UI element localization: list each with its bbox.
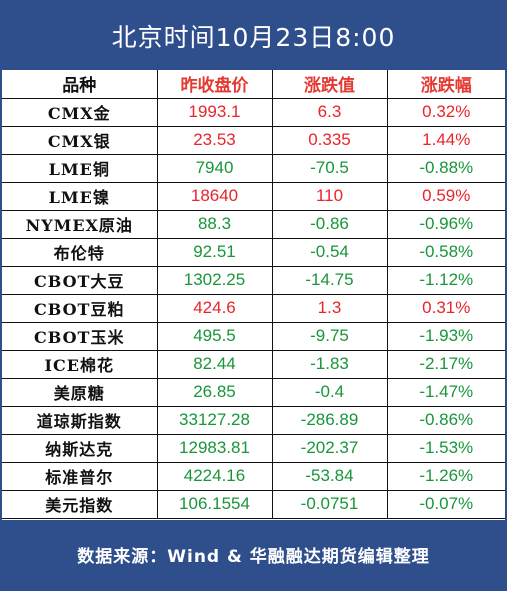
change-value: -286.89	[272, 406, 388, 435]
table-row: LME铜 7940 -70.5 -0.88%	[2, 154, 505, 183]
variety-name: ICE棉花	[2, 350, 158, 379]
prev-close-value: 1302.25	[157, 266, 273, 295]
variety-name: CBOT豆粕	[2, 294, 158, 323]
change-value: -202.37	[272, 434, 388, 463]
market-table: 品种 昨收盘价 涨跌值 涨跌幅 CMX金 1993.1 6.3 0.32% CMX银 23…	[2, 70, 505, 519]
column-header-change-pct: 涨跌幅	[387, 70, 505, 99]
change-pct-value: -0.86%	[387, 406, 505, 435]
change-value: -0.86	[272, 210, 388, 239]
prev-close-value: 26.85	[157, 378, 273, 407]
table-row: 布伦特 92.51 -0.54 -0.58%	[2, 238, 505, 267]
change-pct-value: -0.58%	[387, 238, 505, 267]
change-pct-value: 0.32%	[387, 98, 505, 127]
prev-close-value: 424.6	[157, 294, 273, 323]
variety-name: NYMEX原油	[2, 210, 158, 239]
change-value: 1.3	[272, 294, 388, 323]
prev-close-value: 88.3	[157, 210, 273, 239]
change-value: -1.83	[272, 350, 388, 379]
change-pct-value: 0.31%	[387, 294, 505, 323]
variety-name: LME镍	[2, 182, 158, 211]
change-value: 0.335	[272, 126, 388, 155]
change-value: 110	[272, 182, 388, 211]
table-row: 纳斯达克 12983.81 -202.37 -1.53%	[2, 434, 505, 463]
prev-close-value: 7940	[157, 154, 273, 183]
table-row: NYMEX原油 88.3 -0.86 -0.96%	[2, 210, 505, 239]
prev-close-value: 4224.16	[157, 462, 273, 491]
variety-name: 标准普尔	[2, 462, 158, 491]
table-row: CMX银 23.53 0.335 1.44%	[2, 126, 505, 155]
change-pct-value: -1.93%	[387, 322, 505, 351]
prev-close-value: 106.1554	[157, 490, 273, 519]
prev-close-value: 1993.1	[157, 98, 273, 127]
prev-close-value: 92.51	[157, 238, 273, 267]
table-row: CMX金 1993.1 6.3 0.32%	[2, 98, 505, 127]
variety-name: 布伦特	[2, 238, 158, 267]
change-pct-value: -2.17%	[387, 350, 505, 379]
change-pct-value: -0.96%	[387, 210, 505, 239]
table-row: ICE棉花 82.44 -1.83 -2.17%	[2, 350, 505, 379]
variety-name: CMX银	[2, 126, 158, 155]
change-pct-value: -1.12%	[387, 266, 505, 295]
change-value: -70.5	[272, 154, 388, 183]
change-value: -0.54	[272, 238, 388, 267]
prev-close-value: 12983.81	[157, 434, 273, 463]
change-value: -0.0751	[272, 490, 388, 519]
table-header-row: 品种 昨收盘价 涨跌值 涨跌幅	[2, 70, 505, 99]
table-row: 美元指数 106.1554 -0.0751 -0.07%	[2, 490, 505, 519]
table-row: CBOT玉米 495.5 -9.75 -1.93%	[2, 322, 505, 351]
column-header-variety: 品种	[2, 70, 158, 99]
change-pct-value: -1.47%	[387, 378, 505, 407]
prev-close-value: 33127.28	[157, 406, 273, 435]
change-pct-value: -1.53%	[387, 434, 505, 463]
change-value: -14.75	[272, 266, 388, 295]
variety-name: LME铜	[2, 154, 158, 183]
change-pct-value: -1.26%	[387, 462, 505, 491]
table-row: LME镍 18640 110 0.59%	[2, 182, 505, 211]
variety-name: CBOT玉米	[2, 322, 158, 351]
change-pct-value: -0.88%	[387, 154, 505, 183]
change-value: 6.3	[272, 98, 388, 127]
column-header-prev-close: 昨收盘价	[157, 70, 273, 99]
change-pct-value: -0.07%	[387, 490, 505, 519]
variety-name: 美元指数	[2, 490, 158, 519]
table-row: 标准普尔 4224.16 -53.84 -1.26%	[2, 462, 505, 491]
change-value: -53.84	[272, 462, 388, 491]
change-value: -0.4	[272, 378, 388, 407]
prev-close-value: 23.53	[157, 126, 273, 155]
column-header-change: 涨跌值	[272, 70, 388, 99]
table-row: CBOT大豆 1302.25 -14.75 -1.12%	[2, 266, 505, 295]
variety-name: CBOT大豆	[2, 266, 158, 295]
table-row: 美原糖 26.85 -0.4 -1.47%	[2, 378, 505, 407]
source-footer: 数据来源：Wind & 华融融达期货编辑整理	[2, 520, 505, 589]
variety-name: 纳斯达克	[2, 434, 158, 463]
table-row: 道琼斯指数 33127.28 -286.89 -0.86%	[2, 406, 505, 435]
change-value: -9.75	[272, 322, 388, 351]
variety-name: 道琼斯指数	[2, 406, 158, 435]
page-title: 北京时间10月23日8:00	[2, 2, 505, 70]
prev-close-value: 18640	[157, 182, 273, 211]
change-pct-value: 1.44%	[387, 126, 505, 155]
prev-close-value: 495.5	[157, 322, 273, 351]
table-row: CBOT豆粕 424.6 1.3 0.31%	[2, 294, 505, 323]
variety-name: 美原糖	[2, 378, 158, 407]
change-pct-value: 0.59%	[387, 182, 505, 211]
prev-close-value: 82.44	[157, 350, 273, 379]
variety-name: CMX金	[2, 98, 158, 127]
